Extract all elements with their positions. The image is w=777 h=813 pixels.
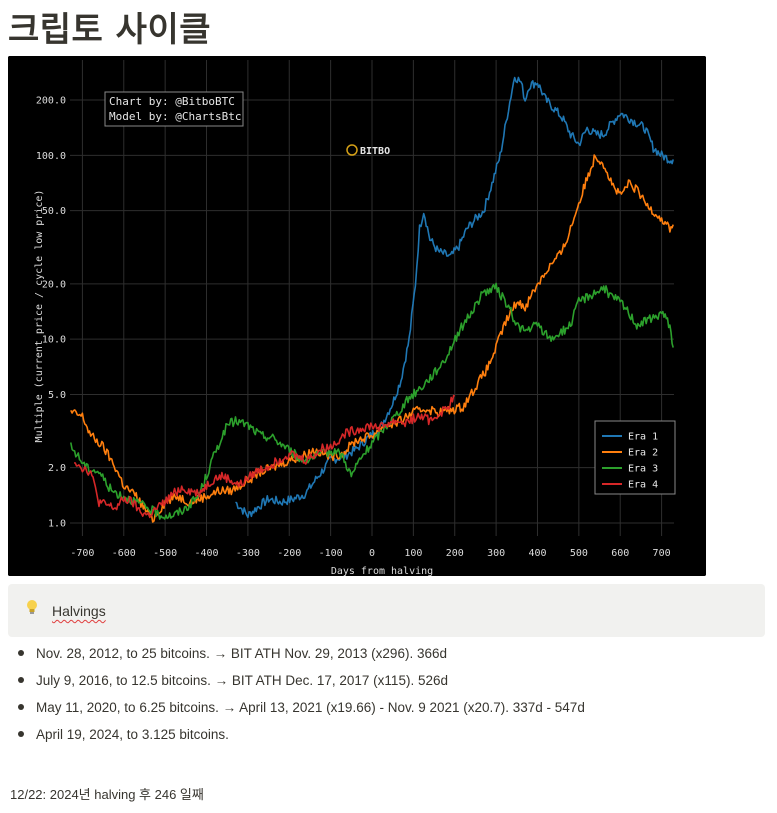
legend-label: Era 4 <box>628 480 658 491</box>
x-tick-label: -300 <box>236 548 260 559</box>
chart-series <box>70 76 674 523</box>
x-tick-label: 600 <box>611 548 629 559</box>
series-line-4 <box>73 394 456 519</box>
x-tick-label: -700 <box>70 548 94 559</box>
bitcoin-icon <box>346 144 358 156</box>
x-tick-label: 0 <box>369 548 375 559</box>
x-tick-label: -200 <box>277 548 301 559</box>
legend-label: Era 3 <box>628 464 658 475</box>
y-tick-label: 50.0 <box>42 206 66 217</box>
bitbo-logo: BITBO <box>346 144 390 157</box>
annotation-line-2: Model by: @ChartsBtc <box>109 110 241 123</box>
chart-legend: Era 1 Era 2 Era 3 Era 4 <box>594 420 676 495</box>
y-tick-label: 100.0 <box>36 151 66 162</box>
chart-grid <box>70 60 674 536</box>
lightbulb-icon <box>26 599 38 620</box>
page-title: 크립토 사이클 <box>8 10 212 50</box>
callout-text: Halvings <box>52 603 106 619</box>
series-line-3 <box>70 282 674 520</box>
legend-box <box>594 420 676 495</box>
x-tick-label: 300 <box>487 548 505 559</box>
x-tick-label: 700 <box>653 548 671 559</box>
x-tick-label: -100 <box>319 548 343 559</box>
chart-ticks: -700 -600 -500 -400 -300 -200 -100 0 100 200 300 40… <box>36 95 671 559</box>
footer-note: 12/22: 2024년 halving 후 246 일째 <box>10 787 204 802</box>
x-tick-label: 100 <box>404 548 422 559</box>
annotation-line-1: Chart by: @BitboBTC <box>109 95 235 108</box>
chart-container: -700 -600 -500 -400 -300 -200 -100 0 100 200 300 40… <box>8 56 706 576</box>
y-axis-label: Multiple (current price / cycle low pric… <box>34 190 45 443</box>
x-tick-label: 200 <box>446 548 464 559</box>
watermark-text: BITBO <box>360 146 390 157</box>
list-item: April 19, 2024, to 3.125 bitcoins. <box>12 721 585 748</box>
halvings-callout: Halvings <box>8 584 765 637</box>
list-item: May 11, 2020, to 6.25 bitcoins. → April … <box>12 694 585 721</box>
cycle-chart: -700 -600 -500 -400 -300 -200 -100 0 100 200 300 40… <box>8 56 706 576</box>
y-tick-label: 5.0 <box>48 390 66 401</box>
x-axis-label: Days from halving <box>331 566 433 576</box>
x-tick-label: 400 <box>528 548 546 559</box>
y-tick-label: 2.0 <box>48 463 66 474</box>
x-tick-label: -400 <box>194 548 218 559</box>
y-tick-label: 20.0 <box>42 279 66 290</box>
y-tick-label: 200.0 <box>36 95 66 106</box>
y-tick-label: 10.0 <box>42 335 66 346</box>
list-item: Nov. 28, 2012, to 25 bitcoins. → BIT ATH… <box>12 640 585 667</box>
series-line-1 <box>235 76 674 519</box>
legend-label: Era 2 <box>628 448 658 459</box>
legend-label: Era 1 <box>628 432 658 443</box>
list-item: July 9, 2016, to 12.5 bitcoins. → BIT AT… <box>12 667 585 694</box>
x-tick-label: 500 <box>570 548 588 559</box>
x-tick-label: -600 <box>112 548 136 559</box>
annotation-box <box>104 91 244 127</box>
halvings-list: Nov. 28, 2012, to 25 bitcoins. → BIT ATH… <box>12 640 585 748</box>
x-tick-label: -500 <box>153 548 177 559</box>
y-tick-label: 1.0 <box>48 519 66 530</box>
